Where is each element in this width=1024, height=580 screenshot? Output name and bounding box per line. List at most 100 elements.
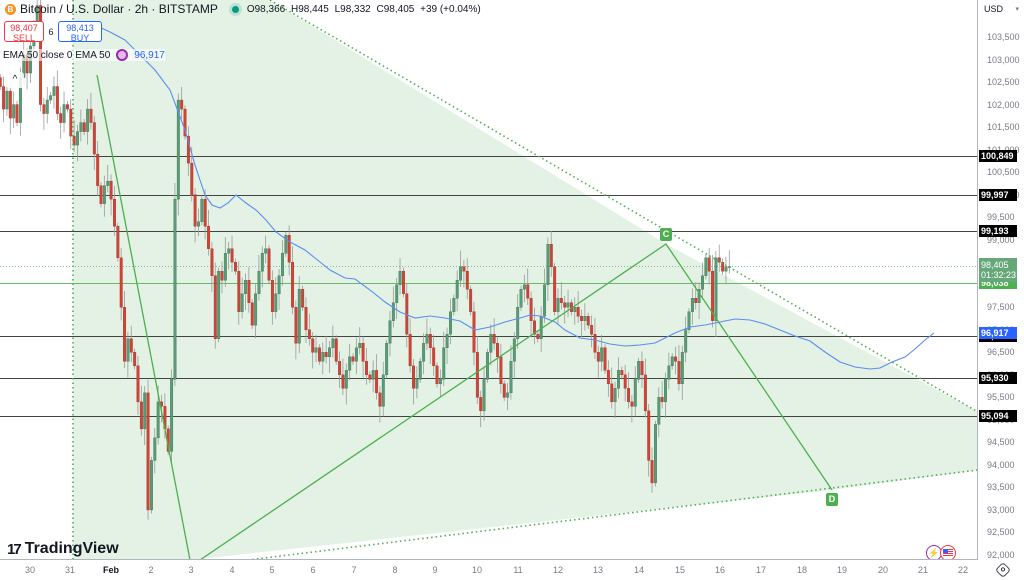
candle-body — [149, 460, 153, 511]
candle-body — [449, 311, 452, 335]
candle-body — [156, 401, 160, 439]
level-price-label: 95,094 — [979, 409, 1017, 422]
candle-body — [143, 392, 147, 430]
candle-body — [580, 316, 583, 321]
candle-body — [677, 361, 681, 385]
time-tick-label: 8 — [392, 565, 398, 575]
triangle-upper-trendline[interactable] — [269, 0, 978, 413]
candle-body — [365, 361, 368, 376]
candle-body — [509, 361, 513, 394]
candle-body — [358, 343, 362, 349]
tradingview-logo[interactable]: 17 TradingView — [7, 540, 119, 558]
candle-body — [5, 90, 9, 110]
pattern-point-c-label[interactable]: C — [660, 228, 672, 241]
price-tick-label: 97,500 — [987, 302, 1015, 313]
collapse-legend-button[interactable]: ^ — [6, 72, 24, 88]
pattern-leg-line[interactable] — [199, 243, 833, 560]
settings-icon[interactable] — [995, 562, 1011, 578]
candle-body — [287, 234, 291, 263]
indicator-legend[interactable]: EMA 50 close 0 EMA 50 96,917 — [3, 49, 165, 61]
candle-body — [200, 198, 204, 222]
candle-body — [529, 298, 533, 321]
candle-body — [247, 280, 251, 303]
time-tick-label: 31 — [64, 565, 76, 575]
candle-body — [217, 271, 221, 339]
candle-body — [546, 243, 550, 285]
candle-body — [297, 289, 301, 344]
time-axis[interactable]: 30 31 Feb 2 3 4 5 6 7 8 9 10 11 12 13 14 15 16 17 18 19 20 21 2… — [0, 559, 978, 580]
candle-body — [207, 225, 211, 249]
candle-body — [707, 257, 711, 272]
candle-body — [489, 334, 493, 353]
market-status-icon — [231, 5, 239, 13]
price-tick-label: 103,500 — [987, 32, 1020, 42]
candle-body — [721, 262, 725, 272]
price-tick-label: 99,500 — [987, 212, 1015, 223]
candle-body — [304, 307, 308, 330]
candle-body — [654, 424, 657, 484]
candle-body — [244, 280, 247, 294]
time-tick-label: 6 — [310, 565, 316, 575]
candle-body — [687, 311, 691, 330]
candle-body — [230, 248, 234, 263]
candle-body — [257, 271, 261, 294]
candle-body — [338, 361, 342, 376]
candle-body — [586, 316, 590, 326]
price-tick-label: 93,500 — [987, 482, 1015, 493]
candle-body — [502, 383, 506, 398]
time-tick-label: 20 — [877, 565, 889, 575]
time-tick-label: 18 — [796, 565, 808, 575]
candle-body — [294, 307, 298, 344]
candle-body — [45, 99, 49, 114]
candle-body — [549, 243, 553, 267]
candle-body — [553, 266, 557, 312]
candle-body — [361, 343, 365, 362]
ohlc-high: H98,445 — [290, 3, 329, 15]
time-tick-label: 3 — [188, 565, 194, 575]
candle-body — [203, 198, 207, 227]
time-tick-label: 10 — [471, 565, 483, 575]
chart-canvas[interactable] — [0, 0, 978, 560]
candle-body — [314, 347, 318, 353]
candle-body — [321, 352, 325, 362]
triangle-lower-trendline[interactable] — [247, 469, 978, 560]
candle-body — [452, 298, 456, 312]
pattern-point-d-label[interactable]: D — [826, 493, 838, 506]
candle-body — [55, 86, 59, 114]
time-tick-label: 21 — [917, 565, 929, 575]
candle-body — [133, 352, 137, 367]
candle-body — [264, 248, 268, 254]
candle-body — [213, 275, 217, 339]
candle-body — [418, 361, 422, 380]
symbol-title[interactable]: Bitcoin / U.S. Dollar · 2h · BITSTAMP — [20, 2, 218, 16]
candle-body — [52, 86, 56, 96]
candle-body — [573, 307, 577, 312]
sell-button[interactable]: 98,407 SELL — [4, 21, 44, 43]
candle-body — [210, 248, 214, 276]
candle-body — [519, 289, 523, 308]
candle-body — [640, 361, 644, 376]
candle-body — [650, 460, 654, 484]
level-price-label: 99,193 — [979, 225, 1017, 237]
candle-body — [190, 162, 194, 195]
candle-body — [123, 307, 127, 362]
candle-body — [428, 334, 432, 349]
sell-label: SELL — [12, 33, 36, 43]
ohlc-change: +39 (+0.04%) — [420, 3, 481, 15]
buy-button[interactable]: 98,413 BUY — [58, 21, 102, 43]
candle-body — [328, 347, 331, 358]
price-axis[interactable]: USD ▾ 103,500 103,000 102,500 102,000 101,50… — [977, 0, 1024, 580]
ema-50-line[interactable] — [69, 22, 935, 370]
candle-body — [277, 275, 281, 294]
candle-body — [408, 334, 412, 367]
candle-body — [388, 320, 392, 344]
chevron-down-icon: ▾ — [1015, 6, 1019, 13]
candle-body — [109, 180, 113, 200]
pattern-leg-line[interactable] — [96, 74, 191, 560]
candle-body — [69, 108, 73, 137]
currency-selector[interactable]: USD ▾ — [978, 0, 1024, 19]
candle-body — [422, 343, 426, 362]
candle-body — [173, 198, 177, 380]
candle-body — [301, 289, 305, 308]
candle-body — [348, 356, 352, 371]
